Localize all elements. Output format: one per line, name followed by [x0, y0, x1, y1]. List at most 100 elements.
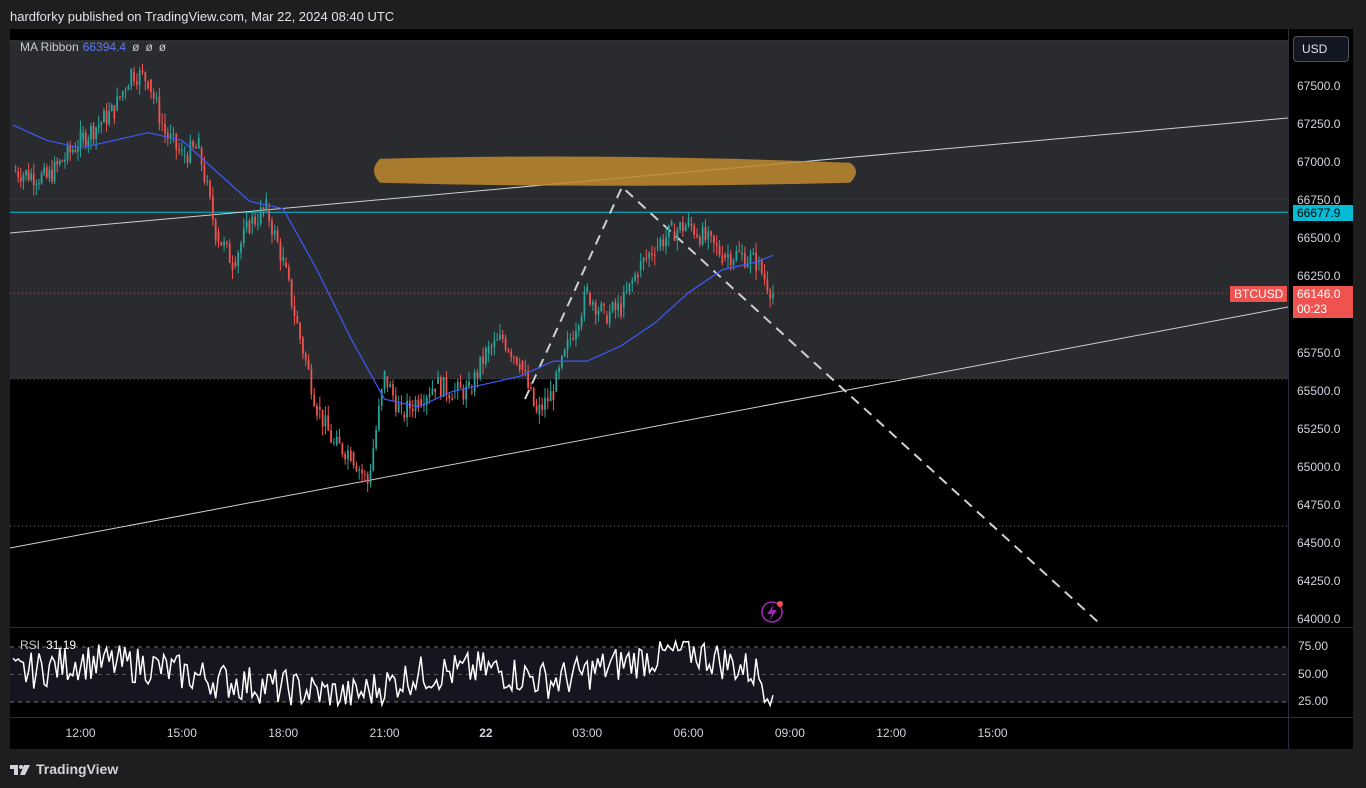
candle-body — [746, 263, 749, 268]
candle-body — [279, 242, 282, 261]
candle-body — [183, 155, 186, 157]
candle-body — [287, 267, 290, 280]
candle-body — [14, 170, 17, 172]
candle-body — [361, 469, 363, 474]
candle-body — [119, 96, 121, 98]
candle-body — [32, 173, 35, 186]
candle-body — [606, 315, 608, 324]
candle-body — [527, 371, 530, 388]
candle-body — [611, 302, 614, 312]
candle-body — [715, 243, 718, 246]
candle-body — [231, 262, 234, 271]
rsi-legend[interactable]: RSI 31.19 — [20, 638, 76, 652]
candle-body — [327, 415, 330, 431]
candle-body — [22, 175, 25, 182]
candle-body — [496, 339, 499, 341]
candle-body — [211, 196, 214, 220]
candle-body — [620, 303, 622, 317]
candle-body — [589, 292, 591, 305]
currency-button[interactable]: USD — [1293, 36, 1349, 62]
candle-body — [690, 224, 693, 226]
candle-body — [95, 127, 98, 140]
price-tick-label: 64000.0 — [1297, 612, 1341, 626]
candle-body — [147, 81, 150, 89]
candle-body — [741, 253, 743, 255]
time-axis-area — [10, 718, 1353, 749]
ma-ribbon-legend[interactable]: MA Ribbon 66394.4 ø ø ø — [20, 40, 166, 54]
candle-body — [234, 262, 237, 266]
candle-body — [597, 310, 600, 315]
candle-body — [403, 414, 406, 418]
candle-body — [103, 110, 105, 123]
candle-body — [693, 225, 696, 235]
candle-body — [614, 302, 617, 311]
candle-body — [332, 442, 335, 444]
candle-body — [141, 70, 144, 73]
candle-body — [100, 122, 103, 125]
candle-body — [169, 134, 172, 139]
candle-body — [687, 218, 690, 226]
candle-body — [465, 386, 468, 400]
candle-body — [459, 381, 462, 389]
price-tick-label: 66250.0 — [1297, 269, 1341, 284]
candle-body — [544, 397, 546, 410]
candle-body — [256, 223, 259, 225]
candle-body — [389, 384, 392, 388]
candle-body — [451, 398, 454, 401]
indicator-name: MA Ribbon — [20, 40, 79, 54]
candle-body — [479, 356, 482, 378]
tradingview-logo-icon — [10, 765, 30, 776]
candle-body — [532, 387, 535, 406]
candle-body — [558, 367, 560, 373]
candle-body — [563, 349, 566, 356]
candle-body — [150, 79, 152, 93]
alert-dot-icon — [777, 601, 783, 607]
candle-body — [727, 254, 729, 258]
rsi-axis-area — [1289, 628, 1353, 717]
candle-body — [501, 334, 504, 339]
candle-body — [192, 141, 195, 147]
candle-body — [144, 72, 147, 82]
candle-body — [425, 396, 428, 405]
candle-body — [710, 231, 712, 236]
candle-body — [335, 436, 338, 445]
indicator-value: 66394.4 — [82, 40, 127, 54]
candle-body — [653, 255, 656, 257]
candle-body — [383, 370, 386, 390]
candle-body — [386, 376, 389, 388]
candle-body — [254, 216, 256, 224]
candle-body — [293, 305, 296, 317]
time-tick-label: 03:00 — [572, 726, 603, 740]
candle-body — [484, 347, 487, 364]
candle-body — [541, 404, 544, 410]
candle-body — [392, 384, 394, 396]
candle-body — [622, 292, 625, 308]
time-tick-label: 18:00 — [268, 726, 299, 740]
candle-body — [701, 226, 704, 245]
candle-body — [583, 291, 586, 316]
candle-body — [411, 408, 414, 412]
candle-body — [40, 173, 43, 184]
candle-body — [161, 123, 164, 125]
candle-body — [352, 452, 355, 466]
candle-body — [769, 290, 772, 299]
candle-body — [152, 92, 155, 99]
candle-body — [603, 303, 606, 306]
tradingview-brand[interactable]: TradingView — [10, 761, 118, 777]
price-tick-label: 67500.0 — [1297, 79, 1341, 93]
candle-body — [721, 255, 724, 264]
candle-body — [704, 226, 707, 240]
candle-body — [197, 138, 200, 149]
candle-body — [476, 372, 479, 378]
candle-body — [321, 409, 324, 427]
candle-body — [282, 256, 285, 261]
candle-body — [473, 372, 476, 393]
candle-body — [304, 353, 307, 360]
candle-body — [344, 454, 347, 460]
price-tick-label: 65250.0 — [1297, 421, 1341, 436]
candle-body — [77, 148, 79, 152]
candle-body — [397, 403, 400, 413]
candle-body — [48, 169, 51, 179]
candle-body — [262, 207, 265, 210]
